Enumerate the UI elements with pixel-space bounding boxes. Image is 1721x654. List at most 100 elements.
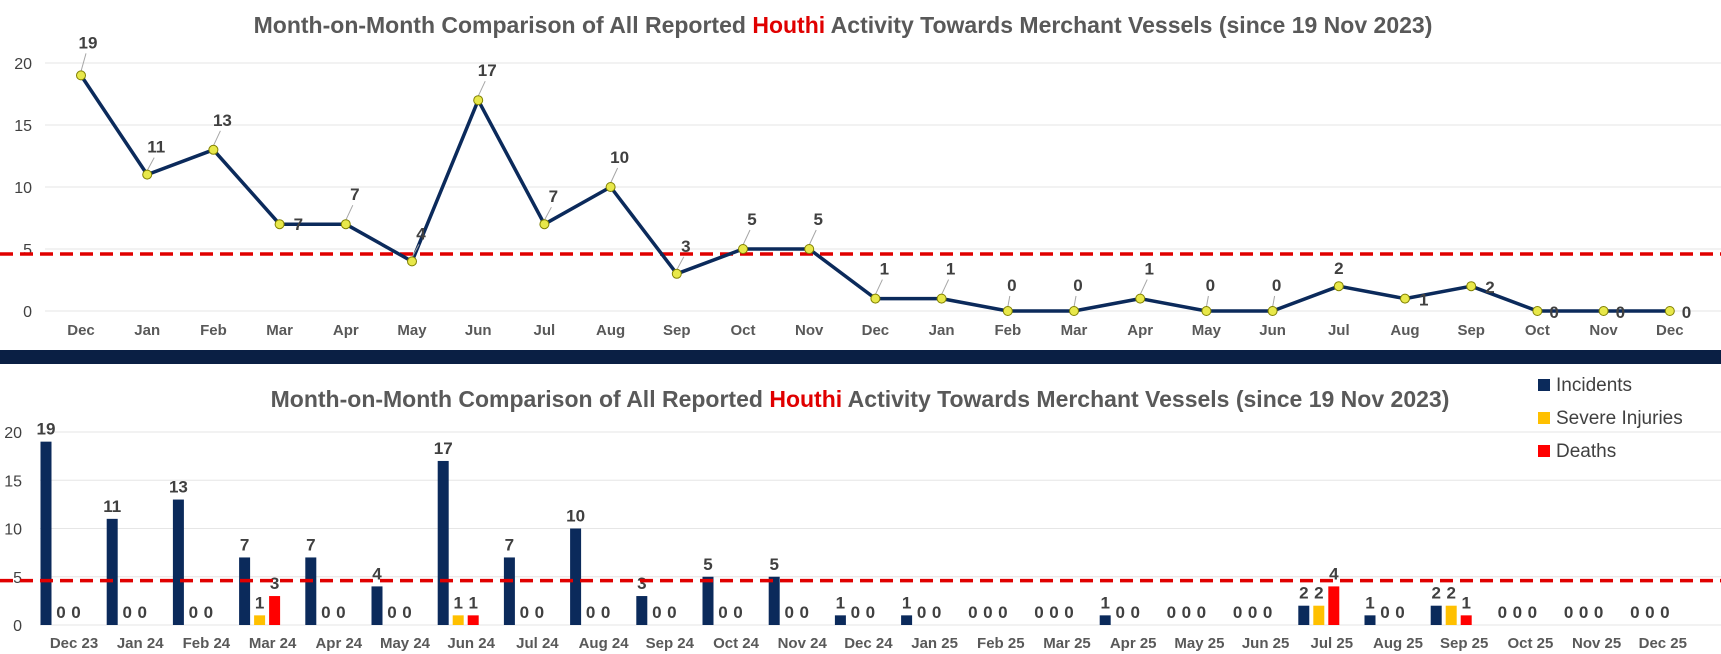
line-chart-point — [738, 244, 748, 254]
line-chart-point — [1400, 293, 1410, 304]
line-chart-x-tick-label: Aug — [596, 322, 625, 339]
bar-chart-data-label: 0 — [1380, 603, 1389, 622]
bar-chart-bar — [1460, 615, 1472, 625]
bar-chart-bar — [1313, 605, 1325, 625]
bar-chart-bar — [1328, 586, 1340, 625]
bar-chart-data-label: 0 — [520, 603, 529, 622]
line-chart-point — [1069, 306, 1079, 316]
line-chart-data-label: 0 — [1007, 276, 1016, 295]
chart-separator — [0, 350, 1721, 364]
bar-chart-data-label: 0 — [1064, 603, 1073, 622]
bar-chart-bar — [1298, 605, 1310, 625]
bar-chart-title: Month-on-Month Comparison of All Reporte… — [271, 386, 1450, 412]
bar-chart-data-label: 0 — [652, 603, 661, 622]
bar-chart-data-label: 0 — [586, 603, 595, 622]
legend-swatch — [1538, 379, 1550, 391]
bar-chart-bar — [269, 596, 281, 625]
line-chart: Month-on-Month Comparison of All Reporte… — [0, 12, 1721, 339]
line-chart-point — [1466, 281, 1477, 292]
bar-chart-x-tick-label: Jun 25 — [1242, 635, 1290, 652]
line-chart-point — [870, 293, 881, 304]
bar-chart-x-tick-label: Sep 24 — [646, 635, 695, 652]
line-chart-point — [605, 182, 616, 192]
line-chart-data-label: 0 — [1682, 303, 1691, 322]
line-chart-point — [473, 95, 484, 106]
bar-chart-data-label: 0 — [1263, 603, 1272, 622]
line-chart-data-label: 7 — [549, 187, 558, 206]
line-chart-leader-line — [610, 167, 619, 184]
bar-chart-bar — [305, 557, 317, 625]
bar-chart-data-label: 0 — [402, 603, 411, 622]
line-chart-leader-line — [146, 157, 155, 171]
line-chart-point — [274, 219, 285, 230]
line-chart-x-tick-label: Dec — [67, 322, 95, 339]
line-chart-x-tick-label: Jun — [465, 322, 492, 339]
line-chart-x-tick-label: Apr — [1127, 322, 1153, 339]
bar-chart-data-label: 7 — [240, 535, 249, 554]
bar-chart-bar — [371, 586, 383, 625]
bar-chart-data-label: 0 — [1034, 603, 1043, 622]
bar-chart-data-label: 0 — [189, 603, 198, 622]
line-chart-y-tick-label: 5 — [23, 242, 32, 259]
bar-chart-data-label: 0 — [1564, 603, 1573, 622]
bar-chart-data-label: 0 — [137, 603, 146, 622]
bar-chart-x-tick-label: Aug 24 — [579, 635, 630, 652]
bar-chart-bar — [106, 518, 118, 625]
bar-chart-data-label: 0 — [917, 603, 926, 622]
line-chart-x-tick-label: Dec — [1656, 322, 1684, 339]
bar-chart-data-label: 0 — [1528, 603, 1537, 622]
bar-chart-data-label: 0 — [204, 603, 213, 622]
bar-chart-x-tick-label: Jun 24 — [447, 635, 495, 652]
bar-chart-bar — [1364, 615, 1376, 625]
bar-chart-data-label: 0 — [1645, 603, 1654, 622]
bar-chart-data-label: 0 — [1233, 603, 1242, 622]
bar-chart-bar — [467, 615, 479, 625]
bar-chart-x-tick-label: May 25 — [1174, 635, 1224, 652]
line-chart-data-label: 1 — [946, 260, 955, 279]
bar-chart-data-label: 1 — [1365, 593, 1374, 612]
bar-chart-x-tick-label: Mar 24 — [249, 635, 297, 652]
line-chart-y-tick-label: 10 — [14, 180, 32, 197]
line-chart-point — [804, 244, 815, 254]
bar-chart-data-label: 0 — [1498, 603, 1507, 622]
line-chart-point — [1002, 306, 1013, 316]
bar-chart-x-tick-label: Feb 25 — [977, 635, 1025, 652]
line-chart-leader-line — [411, 244, 420, 258]
line-chart-data-label: 0 — [1206, 276, 1215, 295]
bar-chart-data-label: 5 — [769, 555, 778, 574]
line-chart-data-label: 1 — [1144, 260, 1153, 279]
line-chart-point — [936, 293, 947, 304]
line-chart-y-tick-label: 15 — [14, 118, 32, 135]
legend-label: Incidents — [1556, 375, 1632, 396]
bar-chart-bar — [768, 576, 780, 625]
line-chart-leader-line — [1139, 279, 1148, 295]
bar-chart-data-label: 0 — [535, 603, 544, 622]
bar-chart-y-tick-label: 10 — [4, 522, 22, 539]
bar-chart-data-label: 11 — [103, 497, 121, 516]
line-chart-leader-line — [874, 279, 883, 295]
bar-chart-data-label: 0 — [784, 603, 793, 622]
line-chart-data-label: 17 — [478, 61, 497, 80]
bar-chart-bar — [254, 615, 266, 625]
line-chart-data-label: 10 — [610, 148, 629, 167]
line-chart-x-tick-label: Dec — [862, 322, 890, 339]
line-chart-point — [1333, 281, 1344, 292]
bar-chart-bar — [1099, 615, 1111, 625]
bar-chart-x-tick-label: Feb 24 — [183, 635, 231, 652]
line-chart-x-tick-label: Nov — [1589, 322, 1618, 339]
bar-chart-data-label: 5 — [703, 555, 712, 574]
bar-chart-x-tick-label: Mar 25 — [1043, 635, 1091, 652]
line-chart-x-tick-label: Jan — [929, 322, 955, 339]
bar-chart-bar — [437, 460, 449, 625]
bar-chart-data-label: 13 — [169, 478, 188, 497]
bar-chart-data-label: 0 — [1513, 603, 1522, 622]
bar-chart-x-tick-label: Jul 24 — [516, 635, 559, 652]
bar-chart-data-label: 1 — [468, 593, 477, 612]
line-chart-x-tick-label: Sep — [663, 322, 691, 339]
bar-chart-data-label: 2 — [1431, 584, 1440, 603]
bar-chart-x-tick-label: Sep 25 — [1440, 635, 1488, 652]
bar-chart-data-label: 4 — [1329, 564, 1339, 583]
bar-chart-data-label: 3 — [270, 574, 279, 593]
line-chart-data-label: 1 — [1419, 291, 1428, 310]
